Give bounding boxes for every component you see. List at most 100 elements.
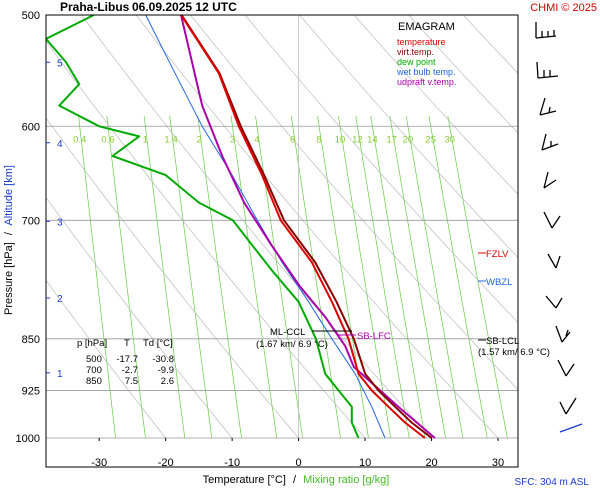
wind-barb <box>543 171 557 189</box>
x-axis-title: Temperature [°C] / Mixing ratio [g/kg] <box>203 474 390 486</box>
mixing-ratio-lines <box>78 115 508 439</box>
mixing-ratio-labels: 0.4 0.6 1 1.4 2 3 4 6 8 10 12 14 17 20 25 30 <box>73 134 455 145</box>
sb-lcl-sub: (1.57 km/ 6.9 °C) <box>478 347 550 358</box>
svg-text:Temperature [°C] /: Temperature [°C] / Mixing ratio [g/kg] <box>203 474 390 486</box>
dry-adiabat <box>299 15 518 258</box>
wind-barb <box>545 295 563 309</box>
mixing-ratio-line <box>106 115 146 439</box>
temperature-tick-label: -10 <box>224 457 240 469</box>
legend-item: temperature <box>397 37 446 47</box>
legend-item: dew point <box>397 57 436 67</box>
altitude-tick-label: 4 <box>57 139 63 150</box>
table-cell: 2.6 <box>161 376 174 387</box>
sb-lfc-label: SB-LFC <box>357 331 391 342</box>
wind-barb <box>543 211 561 229</box>
mixing-ratio-label: 14 <box>367 134 378 145</box>
y-axis-title: Pressure [hPa] / Altitude [km] <box>3 165 15 315</box>
mixing-ratio-label: 3 <box>230 134 235 145</box>
mixing-ratio-line <box>405 115 464 439</box>
series-line-wet-bulb-temp <box>145 15 386 439</box>
mixing-ratio-label: 12 <box>352 134 363 145</box>
sb-lcl-label: SB-LCL <box>486 336 519 347</box>
table-header-t: T <box>124 338 130 349</box>
wind-barb <box>536 61 559 79</box>
altitude-tick-label: 5 <box>57 58 63 69</box>
copyright: CHMI © 2025 <box>530 2 597 14</box>
altitude-tick-label: 1 <box>57 369 63 380</box>
annotations: ML-CCL (1.67 km/ 6.9 °C) SB-LFC FZLV WBZ… <box>256 249 550 358</box>
dry-adiabat <box>46 279 166 439</box>
temperature-tick-label: 20 <box>425 457 437 469</box>
temperature-tick-label: -30 <box>91 457 107 469</box>
mixing-ratio-line <box>389 115 446 439</box>
legend-item: wet bulb temp. <box>396 67 456 77</box>
ml-ccl-label: ML-CCL <box>270 327 305 338</box>
mixing-ratio-line <box>290 115 341 439</box>
datetime-title: 06.09.2025 12 UTC <box>132 0 237 14</box>
pressure-tick-label: 700 <box>22 215 40 227</box>
profile-series <box>46 15 436 439</box>
dry-adiabat <box>135 15 499 439</box>
mixing-ratio-label: 30 <box>444 134 455 145</box>
ml-ccl-sub: (1.67 km/ 6.9 °C) <box>256 339 328 350</box>
mixing-ratio-line <box>143 115 186 439</box>
dry-adiabat <box>408 15 518 134</box>
table-cell: -2.7 <box>122 365 138 376</box>
temperature-tick-label: 30 <box>492 457 504 469</box>
mixing-ratio-line <box>169 115 213 439</box>
table-cell: -17.7 <box>116 354 138 365</box>
dry-adiabat <box>244 15 518 324</box>
dry-adiabat <box>572 15 600 438</box>
dry-adiabat <box>46 197 233 439</box>
dry-adiabat <box>517 15 518 16</box>
pressure-tick-label: 500 <box>22 10 40 22</box>
table-cell: 500 <box>86 354 102 365</box>
mixing-ratio-line <box>447 115 508 439</box>
pressure-tick-label: 850 <box>22 334 40 346</box>
mixing-ratio-line <box>230 115 278 439</box>
pressure-tick-label: 1000 <box>16 433 40 445</box>
wind-barb <box>535 22 557 39</box>
dry-adiabats <box>46 15 600 439</box>
series-line-udpraft-v-temp <box>180 15 436 439</box>
wind-barb <box>547 253 561 269</box>
plot-area <box>45 14 600 468</box>
dry-adiabat <box>46 117 299 439</box>
mixing-ratio-line <box>78 115 116 439</box>
sfc-label: SFC: 304 m ASL <box>515 477 590 488</box>
pressure-tick-label: 600 <box>22 121 40 133</box>
altitude-tick-label: 2 <box>57 294 63 305</box>
svg-text:Pressure [hPa] / A: Pressure [hPa] / Altitude [km] <box>3 165 15 315</box>
mixing-ratio-line <box>428 115 488 439</box>
wind-barb <box>559 423 583 433</box>
wind-barb <box>557 359 575 377</box>
mixing-ratio-label: 0.6 <box>101 134 114 145</box>
altitude-tick-label: 3 <box>57 217 63 228</box>
mixing-ratio-label: 1.4 <box>164 134 177 145</box>
pressure-tick-labels: 500 600 700 850 925 1000 <box>16 10 40 445</box>
mixing-ratio-label: 8 <box>316 134 321 145</box>
temperature-tick-label: 10 <box>359 457 371 469</box>
series-line-virt-temp <box>180 15 433 439</box>
series-line-temperature <box>180 15 426 439</box>
mixing-ratio-label: 2 <box>197 134 202 145</box>
pressure-grid <box>46 15 518 439</box>
x-axis-temp-label: Temperature [°C] <box>203 474 286 486</box>
mixing-ratio-label: 4 <box>254 134 259 145</box>
table-cell: -30.8 <box>152 354 174 365</box>
series-line-dew-point <box>46 15 360 439</box>
altitude-tick-labels: 1 2 3 4 5 <box>46 58 63 380</box>
table-header-p: p [hPa] <box>77 338 107 349</box>
mixing-ratio-line <box>317 115 369 439</box>
temperature-tick-labels: -30 -20 -10 0 10 20 30 <box>91 438 504 469</box>
mixing-ratio-label: 6 <box>290 134 295 145</box>
dry-adiabat <box>46 40 366 439</box>
wind-barbs <box>535 22 583 433</box>
dry-adiabat <box>353 15 518 195</box>
plot-frame <box>45 14 519 468</box>
temperature-tick-label: 0 <box>296 457 302 469</box>
table-cell: 850 <box>86 376 102 387</box>
mixing-ratio-label: 1 <box>143 134 148 145</box>
